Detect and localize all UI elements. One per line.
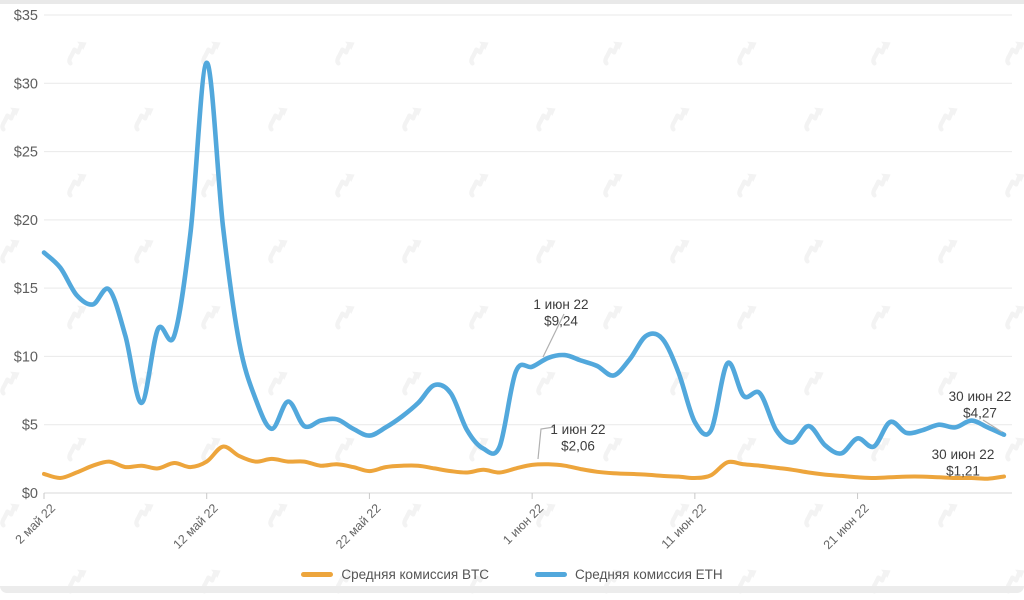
forklog-watermark-icon [531,103,560,132]
forklog-watermark-icon [196,37,225,66]
forklog-watermark-icon [330,169,359,198]
card-bottom-edge [0,586,1024,593]
forklog-watermark-icon [665,103,694,132]
forklog-watermark-icon [933,235,962,264]
svg-text:$25: $25 [14,145,38,161]
x-axis-ticks: 2 май 22 12 май 22 22 май 22 1 июн 22 11 июн… [13,493,872,552]
forklog-watermark-icon [799,235,828,264]
forklog-watermark-icon [799,103,828,132]
forklog-watermark-icon [62,301,91,330]
forklog-watermark-icon [464,433,493,462]
y-axis-labels: $0 $5 $10 $15 $20 $25 $30 $35 [14,8,38,502]
forklog-watermark-icon [598,301,627,330]
svg-text:22 май 22: 22 май 22 [333,501,383,551]
forklog-watermark-icon [0,235,25,264]
forklog-watermark-icon [799,367,828,396]
forklog-watermark-icon [933,103,962,132]
forklog-watermark-icon [464,169,493,198]
svg-text:$5: $5 [22,418,38,434]
forklog-watermark-icon [0,367,25,396]
forklog-watermark-icon [1000,433,1024,462]
legend-item-btc: Средняя комиссия BTC [301,567,489,582]
forklog-watermark-icon [1000,169,1024,198]
forklog-watermark-icon [397,235,426,264]
svg-text:$35: $35 [14,8,38,24]
forklog-watermark-icon [799,499,828,528]
forklog-watermark-icon [598,433,627,462]
forklog-watermark-icon [62,169,91,198]
forklog-watermark-icon [665,235,694,264]
forklog-watermark-icon [531,367,560,396]
forklog-watermark-icon [732,301,761,330]
forklog-watermark-icon [866,433,895,462]
forklog-watermark-icon [397,499,426,528]
forklog-watermark-icon [263,103,292,132]
svg-text:$0: $0 [22,486,38,502]
forklog-watermark-icon [263,499,292,528]
forklog-watermark-icon [1000,37,1024,66]
forklog-watermark-icon [196,433,225,462]
forklog-watermark-icon [330,433,359,462]
chart-legend: Средняя комиссия BTC Средняя комиссия ET… [0,562,1024,586]
forklog-watermark-icon [464,301,493,330]
forklog-watermark-icon [866,301,895,330]
forklog-watermark-icon [665,499,694,528]
svg-text:$20: $20 [14,213,38,229]
forklog-watermark-icon [866,169,895,198]
forklog-watermark-icon [397,103,426,132]
forklog-watermark-icon [62,433,91,462]
forklog-watermark-icon [464,37,493,66]
svg-text:$10: $10 [14,349,38,365]
legend-label-eth: Средняя комиссия ETH [575,566,723,582]
forklog-watermark-icon [732,37,761,66]
forklog-watermark-icon [531,235,560,264]
forklog-watermark-icon [866,37,895,66]
svg-text:12 май 22: 12 май 22 [170,501,220,551]
forklog-watermark-icon [129,235,158,264]
forklog-watermark-icon [1000,301,1024,330]
forklog-watermark-icon [732,169,761,198]
forklog-watermark-icon [62,37,91,66]
svg-text:1 июн 22$9,24: 1 июн 22 $9,24 [533,297,588,329]
eth-line-swatch-icon [535,571,567,577]
forklog-watermark-icon [263,367,292,396]
svg-text:$15: $15 [14,281,38,297]
forklog-watermark-icon [531,499,560,528]
forklog-watermark-icon [933,367,962,396]
forklog-watermark-icon [129,499,158,528]
forklog-watermark-icon [397,367,426,396]
svg-text:$30: $30 [14,76,38,92]
forklog-watermark-icon [732,433,761,462]
annotations: 1 июн 22 $9,24 1 июн 22 $2,06 30 июн 22 $4,27… [533,297,1011,479]
forklog-watermark-icon [330,37,359,66]
forklog-watermark-icon [129,103,158,132]
svg-text:1 июн 22: 1 июн 22 [500,501,546,547]
svg-text:30 июн 22$1,21: 30 июн 22 $1,21 [932,447,995,479]
svg-text:2 май 22: 2 май 22 [13,501,59,547]
forklog-watermark-icon [263,235,292,264]
legend-label-btc: Средняя комиссия BTC [341,566,489,582]
forklog-watermark-icon [0,499,25,528]
svg-text:1 июн 22$2,06: 1 июн 22 $2,06 [550,422,605,454]
forklog-watermark-icon [598,169,627,198]
svg-text:30 июн 22$4,27: 30 июн 22 $4,27 [949,389,1012,421]
forklog-watermark-icon [665,367,694,396]
gridlines [44,14,1012,494]
line-series [41,60,1007,481]
forklog-watermark-icon [933,499,962,528]
svg-text:11 июн 22: 11 июн 22 [659,501,709,551]
legend-item-eth: Средняя комиссия ETH [535,567,723,582]
svg-text:21 июн 22: 21 июн 22 [821,501,872,552]
forklog-watermark-icon [0,103,25,132]
forklog-watermark-icon [598,37,627,66]
forklog-watermark-icon [196,301,225,330]
btc-line-swatch-icon [301,571,334,577]
forklog-watermark-icon [330,301,359,330]
card-top-edge [0,0,1024,4]
